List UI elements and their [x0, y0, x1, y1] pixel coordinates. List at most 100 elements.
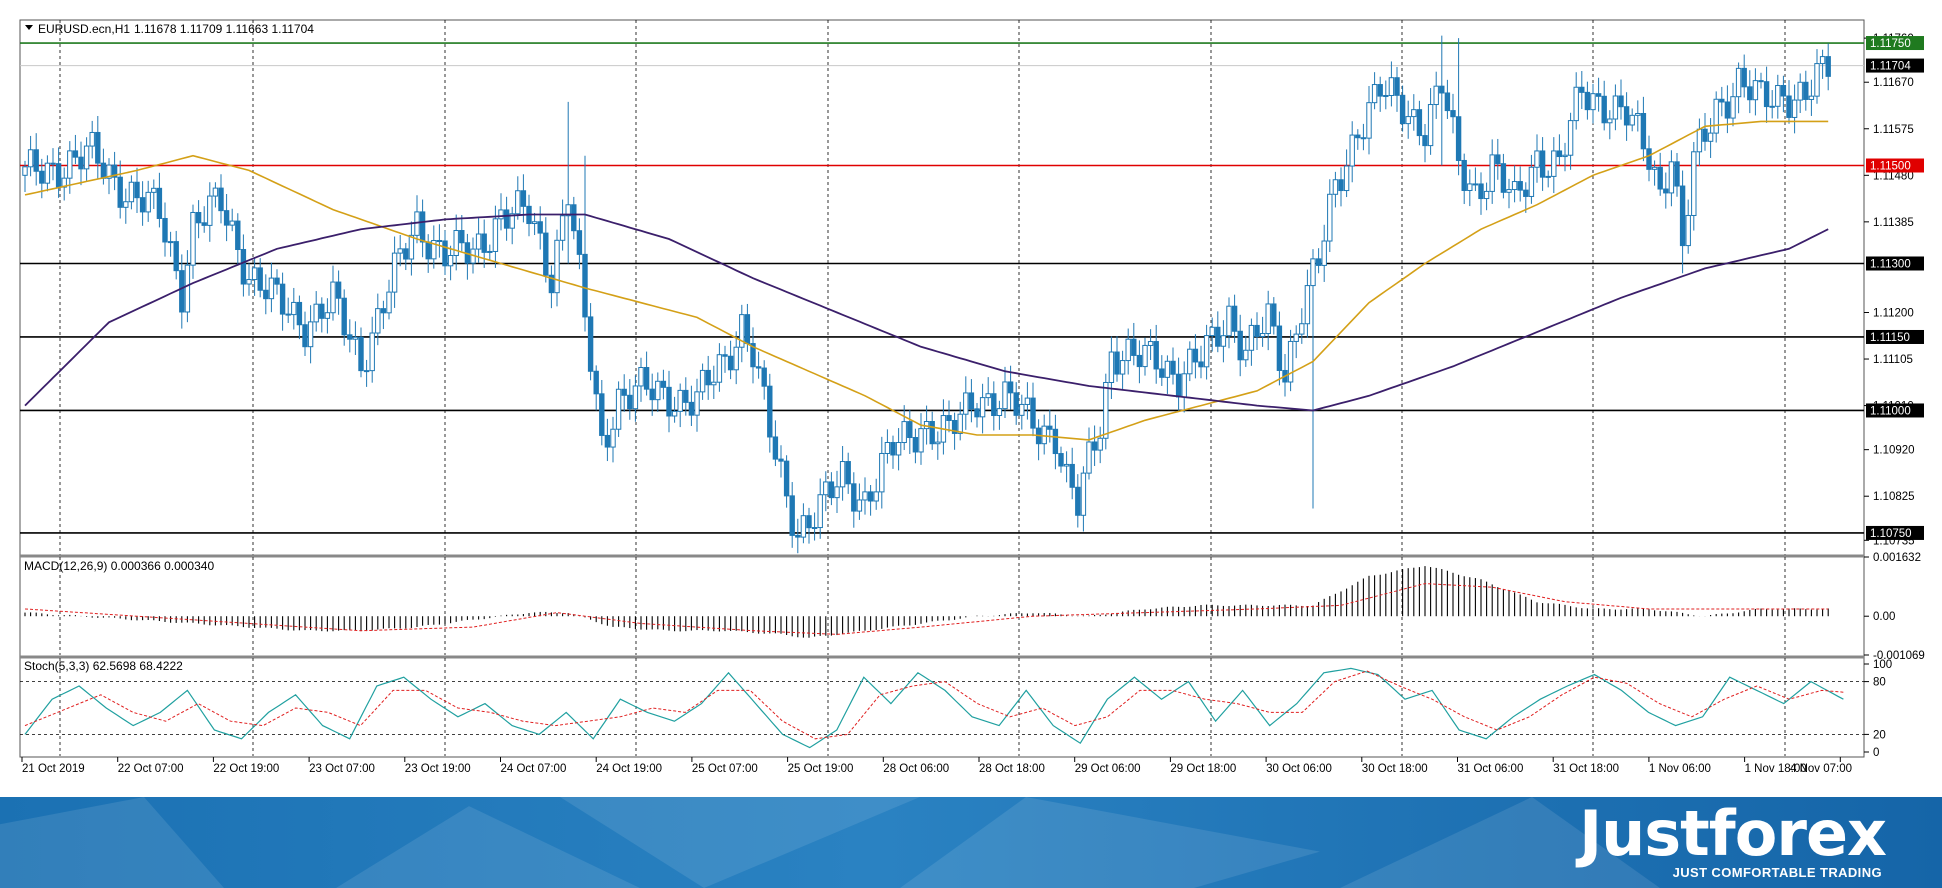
candle-body — [1691, 151, 1697, 216]
candle-body — [330, 281, 336, 314]
candle-body — [1618, 95, 1624, 108]
candle-body — [1741, 67, 1747, 88]
candle-body — [442, 240, 448, 267]
stochastic-panel[interactable]: 100 80 20 0 Stoch(5,3,3) 62.5698 68.4222 — [19, 655, 1892, 759]
candle-body — [643, 367, 650, 390]
candle-body — [1758, 80, 1764, 83]
candle-body — [1707, 132, 1714, 142]
candle-body — [554, 239, 560, 294]
candle-body — [739, 314, 745, 348]
candle-body — [1472, 183, 1479, 186]
candle-body — [576, 230, 583, 255]
candle-body — [1271, 303, 1277, 327]
candle-body — [901, 421, 907, 444]
candle-body — [604, 434, 611, 448]
candle-body — [627, 394, 633, 410]
candle-body — [1131, 338, 1137, 356]
x-tick-label: 29 Oct 06:00 — [1075, 763, 1141, 775]
y-tick-label: 0.00 — [1873, 611, 1895, 623]
candle-body — [907, 421, 913, 439]
candle-body — [1601, 95, 1607, 124]
candle-body — [1075, 486, 1081, 516]
candle-body — [1265, 303, 1271, 335]
candle-body — [856, 499, 863, 512]
candle-body — [1220, 335, 1227, 347]
candle-body — [1763, 81, 1770, 108]
candle-body — [1663, 188, 1669, 194]
trading-chart[interactable]: 1.117601.116701.115751.114801.113851.112… — [0, 0, 1942, 797]
candle-body — [33, 149, 39, 172]
candle-body — [1814, 63, 1820, 97]
candle-body — [1427, 104, 1434, 147]
candle-body — [1517, 181, 1523, 191]
candle-body — [1338, 179, 1344, 192]
candle-body — [1668, 161, 1675, 194]
candle-body — [39, 170, 45, 184]
candle-body — [179, 270, 185, 313]
triangle-down-icon[interactable] — [25, 25, 33, 30]
x-tick-label: 1 Nov 18:00 — [1745, 763, 1807, 775]
macd-axis: 0.001632 0.00 -0.001069 — [1864, 552, 1925, 662]
candle-body — [173, 241, 179, 272]
candle-body — [1679, 185, 1686, 247]
macd-signal-path — [24, 583, 1829, 635]
candle-body — [1013, 392, 1019, 416]
candle-body — [1775, 85, 1781, 107]
x-tick-label: 29 Oct 18:00 — [1170, 763, 1236, 775]
candle-body — [324, 312, 331, 319]
candle-body — [727, 355, 734, 371]
candle-body — [968, 392, 975, 410]
price-level-tag-box — [1866, 525, 1924, 540]
candle-body — [806, 515, 812, 529]
candle-body — [156, 187, 163, 219]
candle-body — [1562, 154, 1568, 158]
candle-body — [884, 441, 891, 454]
candle-body — [1388, 77, 1395, 97]
x-tick-label: 25 Oct 07:00 — [692, 763, 758, 775]
candle-body — [1646, 148, 1652, 170]
candle-body — [548, 274, 555, 294]
candle-body — [671, 410, 678, 417]
candle-body — [263, 289, 269, 300]
candle-body — [1439, 85, 1445, 94]
brand-tagline: JUST COMFORTABLE TRADING — [1672, 865, 1882, 880]
candle-body — [1506, 189, 1512, 193]
price-level-tag-box — [1866, 36, 1924, 51]
candle-body — [1360, 137, 1367, 140]
candle-body — [1069, 463, 1075, 488]
candle-body — [431, 239, 437, 260]
candle-body — [1735, 67, 1742, 98]
candle-body — [1567, 120, 1574, 156]
candle-body — [1332, 179, 1339, 195]
candle-body — [195, 211, 202, 224]
candle-body — [1125, 338, 1131, 362]
candle-body — [761, 367, 767, 387]
candle-body — [1052, 428, 1059, 455]
candle-body — [722, 354, 728, 357]
candle-body — [319, 303, 325, 319]
candle-body — [487, 250, 493, 253]
price-panel[interactable]: 1.117601.116701.115751.114801.113851.112… — [19, 19, 1924, 556]
candle-body — [1500, 163, 1507, 193]
candle-body — [1825, 56, 1831, 77]
candle-body — [565, 204, 571, 217]
price-level-tag-box — [1866, 256, 1924, 271]
candle-body — [1808, 95, 1815, 100]
candle-body — [599, 393, 605, 436]
macd-panel[interactable]: 0.001632 0.00 -0.001069 MACD(12,26,9) 0.00… — [19, 552, 1925, 662]
candle-body — [447, 255, 454, 267]
candle-body — [1607, 118, 1613, 124]
candle-body — [408, 234, 415, 260]
candle-body — [363, 370, 370, 373]
y-tick-label: 1.11385 — [1873, 217, 1914, 229]
y-tick-label: 0 — [1873, 747, 1879, 759]
candle-body — [593, 370, 599, 395]
price-levels — [20, 42, 1864, 534]
candle-body — [313, 303, 319, 323]
candle-body — [1209, 326, 1215, 337]
x-tick-label: 24 Oct 07:00 — [501, 763, 567, 775]
candle-body — [1595, 93, 1602, 97]
candle-body — [621, 388, 627, 396]
candle-body — [1215, 326, 1221, 347]
x-tick-label: 23 Oct 07:00 — [309, 763, 375, 775]
